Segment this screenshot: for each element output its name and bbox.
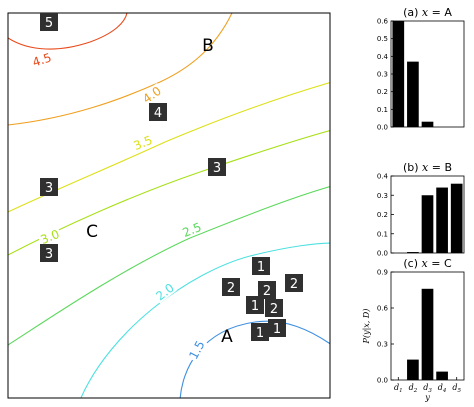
contour-label: 3.5 xyxy=(132,133,155,153)
x-tick-label: d2 xyxy=(409,383,418,394)
contour-label: 4.0 xyxy=(140,84,164,106)
bar-d3 xyxy=(421,195,434,253)
bar-d3 xyxy=(421,121,434,127)
contour-label-bg xyxy=(29,49,55,70)
contour-label-bg xyxy=(185,337,208,363)
contour-label-bg xyxy=(130,132,156,153)
count-box xyxy=(149,103,167,121)
contour-label-bg xyxy=(138,82,165,107)
bar-panel-1: 0.0 0.1 0.2 0.3 0.4 0.5 0.6 (a) x = A xyxy=(377,6,465,132)
bar-d3 xyxy=(421,288,434,380)
y-tick-label: 0.2 xyxy=(377,211,388,219)
count-box xyxy=(246,296,264,314)
contour-label: 2.0 xyxy=(153,281,177,304)
y-tick-label: 0.2 xyxy=(377,88,388,96)
x-tick-label: d5 xyxy=(452,383,461,394)
count-box xyxy=(285,274,303,292)
y-tick-label: 0.4 xyxy=(377,53,389,61)
y-tick-label: 0.3 xyxy=(377,71,388,79)
x-tick-label: d3 xyxy=(423,383,432,394)
y-tick-label: 0.0 xyxy=(377,124,388,132)
count-box xyxy=(252,257,270,275)
panel-title: (a) x = A xyxy=(403,6,452,19)
bar-d1 xyxy=(392,21,405,127)
count-box xyxy=(40,178,58,196)
count-box-label: 2 xyxy=(270,302,278,317)
contour-line-1.5 xyxy=(179,320,330,398)
contour-line-4.5 xyxy=(8,13,128,50)
count-box xyxy=(208,158,226,176)
y-tick-label: 0.1 xyxy=(377,106,388,114)
panel-title: (c) x = C xyxy=(403,257,452,270)
count-box xyxy=(258,281,276,299)
contour-line-2.5 xyxy=(8,186,330,346)
contour-label-bg xyxy=(179,219,205,240)
count-box-label: 1 xyxy=(273,322,281,337)
y-tick-label: 0.3 xyxy=(377,341,388,349)
bar-d4 xyxy=(436,371,448,380)
contour-label: 3.0 xyxy=(39,227,62,247)
contour-label: 4.5 xyxy=(31,50,53,69)
count-box-label: 5 xyxy=(45,16,53,31)
y-tick-label: 0.6 xyxy=(377,18,389,26)
point-label-B: B xyxy=(202,36,214,56)
bar-d5 xyxy=(450,183,463,253)
y-tick-label: 0.5 xyxy=(377,35,388,43)
count-box-label: 1 xyxy=(256,326,264,341)
bar-d2 xyxy=(407,359,419,380)
contour-label: 2.5 xyxy=(181,220,204,240)
count-box-label: 2 xyxy=(227,281,235,296)
count-box xyxy=(222,278,240,296)
point-label-A: A xyxy=(221,327,233,347)
panel-title: (b) x = B xyxy=(403,161,452,174)
count-box xyxy=(268,319,286,337)
bar-d2 xyxy=(407,61,419,128)
contour-frame xyxy=(7,12,331,399)
y-tick-label: 0.6 xyxy=(377,305,389,313)
x-tick-label: d4 xyxy=(438,383,447,394)
count-box-label: 1 xyxy=(251,299,259,314)
y-tick-label: 0.3 xyxy=(377,192,388,200)
count-box-label: 3 xyxy=(45,181,53,196)
y-tick-label: 0.0 xyxy=(377,377,388,385)
count-box-label: 1 xyxy=(257,260,265,275)
bar-d4 xyxy=(436,187,448,253)
y-tick-label: 0.1 xyxy=(377,230,388,238)
x-tick-label: d1 xyxy=(394,383,403,394)
count-box-label: 4 xyxy=(154,106,162,121)
count-box-label: 2 xyxy=(290,277,298,292)
contour-line-4.0 xyxy=(8,13,233,126)
x-axis-label: y xyxy=(424,393,430,402)
bar-panel-2: 0.0 0.1 0.2 0.3 0.4 (b) x = B xyxy=(377,161,465,258)
count-box xyxy=(251,323,269,341)
count-box-label: 3 xyxy=(45,247,53,262)
count-box-label: 3 xyxy=(213,161,221,176)
y-tick-label: 0.9 xyxy=(377,269,388,277)
contour-label-bg xyxy=(152,279,178,304)
y-axis-label: P(y|x, D) xyxy=(362,309,371,345)
bar-panel-3: 0.0 0.3 0.6 0.9 (c) x = C d1 d2 d3 d4 d5 y P(y|x, D… xyxy=(362,257,465,402)
y-tick-label: 0.0 xyxy=(377,250,388,258)
y-tick-label: 0.4 xyxy=(377,173,389,181)
count-box xyxy=(40,13,58,31)
bar-d2 xyxy=(407,252,419,253)
count-box xyxy=(40,244,58,262)
contour-line-2.0 xyxy=(80,242,330,398)
count-box-label: 2 xyxy=(263,284,271,299)
contour-label-bg xyxy=(37,226,63,247)
count-box xyxy=(265,299,283,317)
point-label-C: C xyxy=(86,222,98,242)
